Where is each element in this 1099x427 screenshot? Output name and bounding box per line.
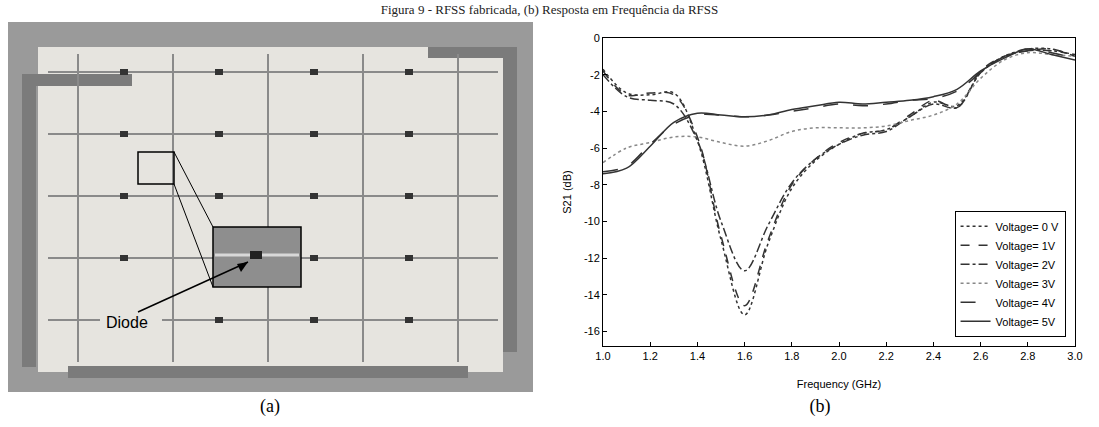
html-text:(b): (b) [809, 396, 831, 416]
svg-text:-12: -12 [584, 252, 600, 264]
svg-text:1.4: 1.4 [690, 350, 705, 362]
svg-text:Diode: Diode [106, 314, 148, 331]
svg-text:1.8: 1.8 [784, 350, 799, 362]
svg-text:1.6: 1.6 [737, 350, 752, 362]
svg-text:0: 0 [594, 32, 600, 44]
svg-text:-14: -14 [584, 289, 600, 301]
svg-text:Voltage= 1V: Voltage= 1V [996, 240, 1056, 252]
svg-text:S21 (dB): S21 (dB) [561, 170, 573, 213]
svg-text:2.4: 2.4 [926, 350, 941, 362]
svg-text:-8: -8 [590, 179, 600, 191]
svg-text:2.6: 2.6 [973, 350, 988, 362]
svg-text:2.8: 2.8 [1020, 350, 1035, 362]
svg-text:3.0: 3.0 [1067, 350, 1082, 362]
svg-text:Frequency (GHz): Frequency (GHz) [797, 378, 881, 390]
html-text:Figura 9 - RFSS fabricada, (b): Figura 9 - RFSS fabricada, (b) Resposta … [380, 2, 719, 17]
svg-text:-2: -2 [590, 69, 600, 81]
svg-text:1.0: 1.0 [595, 350, 610, 362]
svg-text:Voltage= 2V: Voltage= 2V [996, 259, 1056, 271]
svg-text:1.2: 1.2 [643, 350, 658, 362]
svg-text:-16: -16 [584, 325, 600, 337]
svg-text:Voltage= 4V: Voltage= 4V [996, 297, 1056, 309]
svg-text:2.0: 2.0 [831, 350, 846, 362]
svg-text:-4: -4 [590, 105, 600, 117]
html-text:(a): (a) [260, 396, 280, 416]
svg-text:Voltage= 0 V: Voltage= 0 V [996, 221, 1059, 233]
svg-text:Voltage= 5V: Voltage= 5V [996, 316, 1056, 328]
svg-text:-6: -6 [590, 142, 600, 154]
svg-text:2.2: 2.2 [879, 350, 894, 362]
svg-text:Voltage= 3V: Voltage= 3V [996, 278, 1056, 290]
svg-text:-10: -10 [584, 215, 600, 227]
